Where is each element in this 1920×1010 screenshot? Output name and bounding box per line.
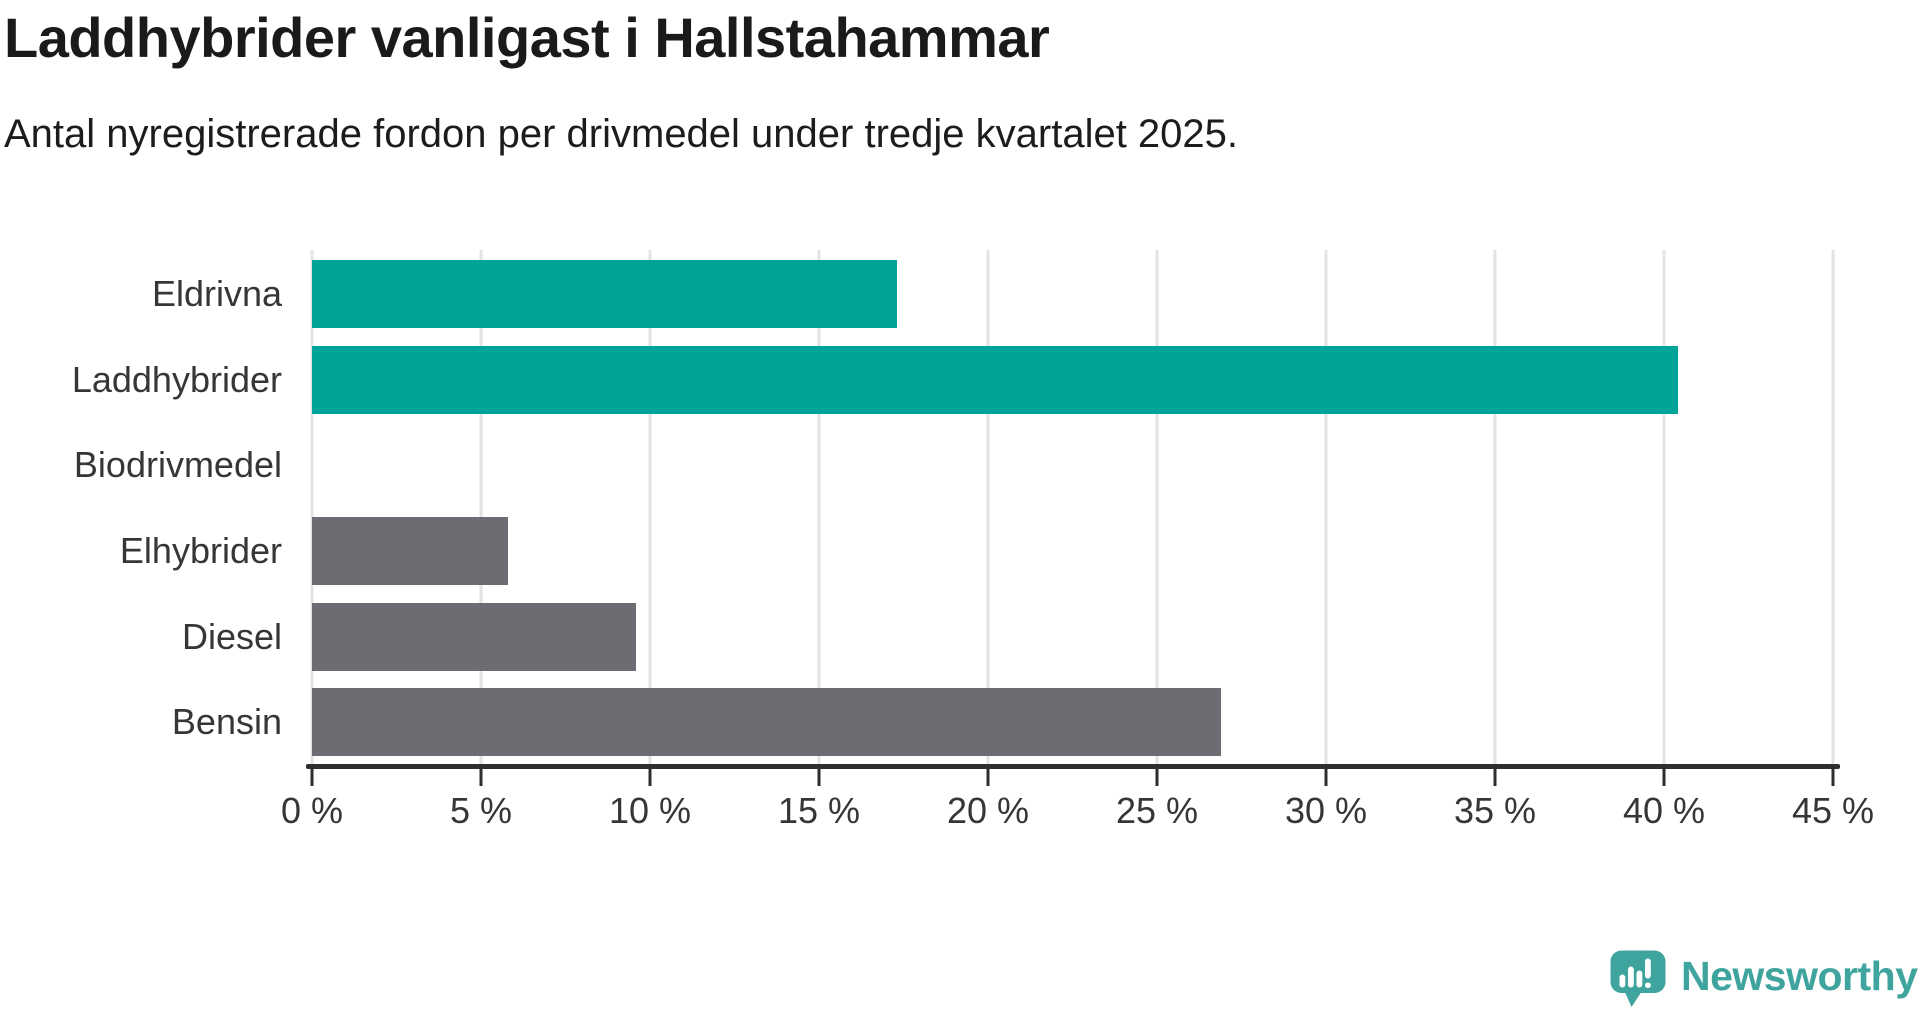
gridline-25	[1155, 250, 1159, 766]
x-tick-label-15: 15 %	[777, 790, 861, 831]
x-axis-line	[306, 764, 1840, 769]
x-tick-label-35: 35 %	[1453, 790, 1537, 831]
category-label-bensin: Bensin	[171, 701, 282, 743]
x-tick-20	[986, 769, 990, 786]
x-tick-label-40: 40 %	[1622, 790, 1706, 831]
x-tick-label-25: 25 %	[1115, 790, 1199, 831]
newsworthy-logo-icon	[1610, 950, 1666, 1007]
bar-chart-plot-area: 0 % 5 % 10 % 15 % 20 % 25 % 30 % 35 % 40 % 45 %	[281, 250, 1874, 831]
x-tick-label-45: 45 %	[1791, 790, 1875, 831]
x-tick-label-20: 20 %	[946, 790, 1030, 831]
gridline-35	[1493, 250, 1497, 766]
x-tick-25	[1155, 769, 1159, 786]
x-tick-label-30: 30 %	[1284, 790, 1368, 831]
x-tick-15	[817, 769, 821, 786]
gridline-15	[817, 250, 821, 766]
bar-eldrivna	[312, 260, 897, 328]
x-tick-label-0: 0 %	[280, 790, 344, 831]
gridline-20	[986, 250, 990, 766]
chart-title: Laddhybrider vanligast i Hallstahammar	[4, 6, 1050, 69]
category-label-laddhybrider: Laddhybrider	[71, 358, 282, 400]
gridline-5	[479, 250, 483, 766]
gridline-40	[1662, 250, 1666, 766]
chart-subtitle: Antal nyregistrerade fordon per drivmede…	[4, 112, 1239, 156]
category-label-elhybrider: Elhybrider	[119, 529, 282, 571]
category-axis-labels: Eldrivna Laddhybrider Biodrivmedel Elhybrid…	[0, 250, 282, 766]
category-label-biodrivmedel: Biodrivmedel	[73, 444, 282, 486]
x-tick-10	[648, 769, 652, 786]
bar-elhybrider	[312, 516, 509, 585]
x-tick-35	[1493, 769, 1497, 786]
bar-diesel	[312, 602, 637, 671]
gridline-30	[1324, 250, 1328, 766]
newsworthy-logo: Newsworthy	[1610, 950, 1918, 1008]
gridline-10	[648, 250, 652, 766]
x-tick-40	[1662, 769, 1666, 786]
category-label-diesel: Diesel	[181, 615, 282, 657]
category-label-eldrivna: Eldrivna	[151, 273, 282, 314]
gridline-0	[310, 250, 314, 766]
x-tick-label-5: 5 %	[449, 790, 513, 831]
bar-laddhybrider	[312, 345, 1678, 414]
x-tick-30	[1324, 769, 1328, 786]
x-tick-5	[479, 769, 483, 786]
x-tick-0	[310, 769, 314, 786]
gridline-45	[1831, 250, 1835, 766]
x-tick-45	[1831, 769, 1835, 786]
newsworthy-logo-text: Newsworthy	[1681, 953, 1918, 999]
x-tick-label-10: 10 %	[608, 790, 692, 831]
bar-bensin	[312, 688, 1222, 757]
